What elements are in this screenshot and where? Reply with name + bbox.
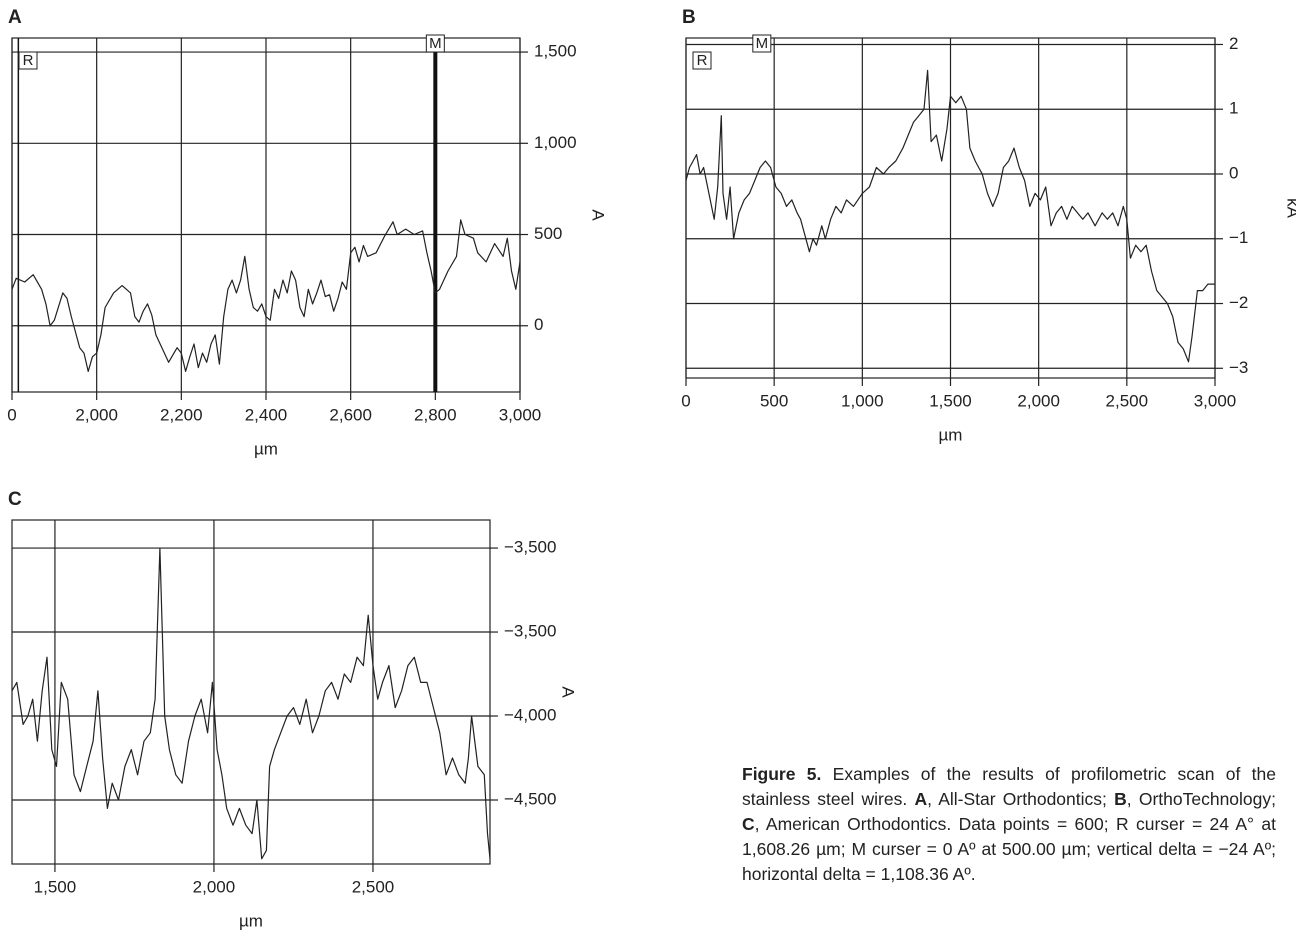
y-tick-label: −4,500 — [504, 789, 556, 808]
x-tick-label: 0 — [7, 405, 16, 424]
x-tick-label: 2,500 — [1106, 391, 1149, 410]
y-tick-label: −3,500 — [504, 538, 556, 557]
x-tick-label: 500 — [760, 391, 788, 410]
panel-label: C — [8, 489, 22, 510]
y-axis-label: A — [559, 686, 578, 698]
caption-part: Figure 5. — [742, 764, 822, 784]
x-tick-label: 3,000 — [1194, 391, 1237, 410]
x-tick-label: 1,000 — [841, 391, 884, 410]
x-tick-label: 0 — [681, 391, 690, 410]
y-axis-label: kA — [1284, 198, 1296, 219]
x-axis-label: µm — [239, 911, 263, 930]
y-tick-label: 2 — [1229, 34, 1238, 53]
caption-part: , All-Star Orthodontics; — [927, 789, 1115, 809]
x-tick-label: 2,000 — [75, 405, 118, 424]
data-line — [11, 219, 521, 372]
cursor-box — [692, 51, 712, 70]
caption-part: A — [914, 789, 928, 809]
panel-label: B — [682, 7, 696, 28]
y-tick-label: −3,500 — [504, 622, 556, 641]
caption-part: , American Orthodontics. Data points = 6… — [742, 814, 1276, 884]
x-tick-label: 2,800 — [414, 405, 457, 424]
x-tick-label: 2,000 — [193, 877, 236, 896]
x-axis-label: µm — [939, 425, 963, 444]
y-tick-label: 1,000 — [534, 133, 577, 152]
x-tick-label: 2,200 — [160, 405, 203, 424]
panel-label: A — [8, 7, 22, 28]
y-tick-label: −1 — [1229, 228, 1248, 247]
x-tick-label: 2,600 — [329, 405, 372, 424]
cursor-box — [18, 51, 38, 70]
x-tick-label: 2,400 — [245, 405, 288, 424]
x-tick-label: 1,500 — [34, 877, 77, 896]
caption-part: C — [742, 814, 755, 834]
x-axis-label: µm — [254, 439, 278, 458]
y-tick-label: 500 — [534, 224, 562, 243]
y-tick-label: 0 — [1229, 163, 1238, 182]
y-axis-label: A — [589, 209, 608, 221]
cursor-label: M — [429, 35, 442, 52]
x-tick-label: 2,500 — [352, 877, 395, 896]
cursor-box — [752, 34, 772, 53]
y-tick-label: 1 — [1229, 99, 1238, 118]
x-tick-label: 1,500 — [929, 391, 972, 410]
caption-part: B — [1114, 789, 1127, 809]
data-line — [685, 69, 1215, 363]
y-tick-label: 0 — [534, 315, 543, 334]
y-tick-label: −3 — [1229, 358, 1248, 377]
y-tick-label: −4,000 — [504, 706, 556, 725]
data-line — [11, 547, 491, 860]
cursor-label: R — [23, 52, 34, 69]
y-tick-label: 1,500 — [534, 42, 577, 61]
plot-frame — [11, 37, 521, 393]
x-tick-label: 3,000 — [499, 405, 542, 424]
plot-frame — [685, 37, 1216, 379]
plot-frame — [11, 519, 491, 865]
x-tick-label: 2,000 — [1017, 391, 1060, 410]
cursor-label: R — [697, 52, 708, 69]
y-tick-label: −2 — [1229, 293, 1248, 312]
caption-part: Examples of the results of profilometric… — [742, 764, 1276, 809]
caption: Figure 5. Examples of the results of pro… — [742, 762, 1276, 887]
cursor-box — [425, 34, 445, 53]
caption-part: , OrthoTechnology; — [1126, 789, 1277, 809]
cursor-label: M — [756, 35, 769, 52]
